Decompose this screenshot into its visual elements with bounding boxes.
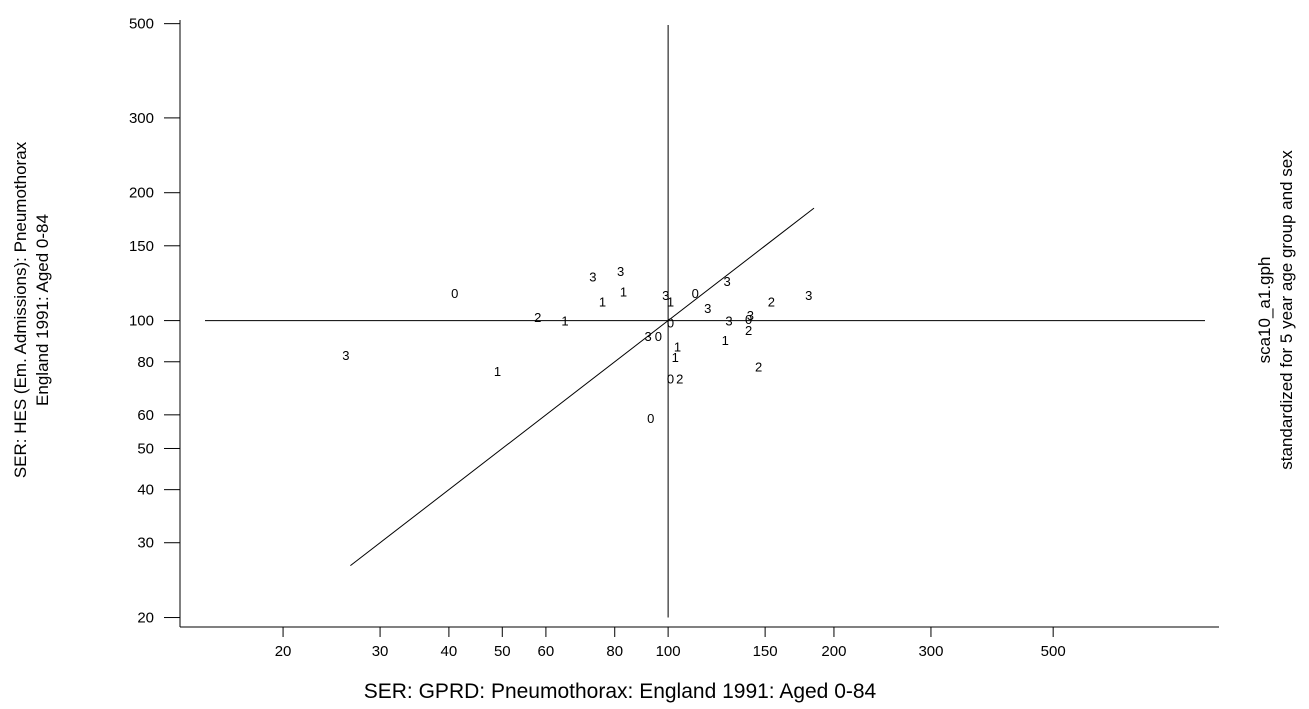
data-point-label: 3 <box>645 329 652 344</box>
y-tick-label: 30 <box>137 535 154 552</box>
data-point-label: 1 <box>599 294 606 309</box>
data-point-label: 1 <box>561 314 568 329</box>
y-tick-label: 300 <box>129 110 154 127</box>
x-tick-label: 80 <box>606 643 623 660</box>
data-point-label: 3 <box>662 288 669 303</box>
y-axis-title-line-1: SER: HES (Em. Admissions): Pneumothorax <box>11 141 30 478</box>
data-point-label: 0 <box>667 372 674 387</box>
data-point-label: 0 <box>655 329 662 344</box>
data-point-label: 3 <box>724 274 731 289</box>
data-point-label: 0 <box>647 411 654 426</box>
data-point-label: 0 <box>667 315 674 330</box>
data-point-label: 3 <box>704 301 711 316</box>
data-point-label: 2 <box>676 372 683 387</box>
y-tick-label: 150 <box>129 238 154 255</box>
data-point-label: 1 <box>667 294 674 309</box>
data-point-label: 3 <box>725 314 732 329</box>
data-point-label: 3 <box>747 308 754 323</box>
x-tick-label: 20 <box>275 643 292 660</box>
y-tick-label: 100 <box>129 313 154 330</box>
y-axis-title-line-2: England 1991: Aged 0-84 <box>33 214 52 406</box>
x-tick-label: 40 <box>441 643 458 660</box>
y-tick-label: 60 <box>137 407 154 424</box>
x-axis-title: SER: GPRD: Pneumothorax: England 1991: A… <box>364 680 877 703</box>
data-point-label: 0 <box>451 286 458 301</box>
y-axis-ticks: 20 30 40 50 60 80 100 150 200 300 500 <box>129 16 180 627</box>
graph-file-label: sca10_a1.gph <box>1255 257 1274 364</box>
data-point-label: 1 <box>722 333 729 348</box>
x-tick-label: 60 <box>538 643 555 660</box>
y-tick-label: 50 <box>137 440 154 457</box>
identity-line <box>350 207 815 567</box>
data-point-label: 2 <box>768 294 775 309</box>
x-axis-ticks: 20 30 40 50 60 80 100 150 200 300 500 <box>275 627 1066 660</box>
x-tick-label: 100 <box>656 643 681 660</box>
x-tick-label: 300 <box>918 643 943 660</box>
standardization-note: standardized for 5 year age group and se… <box>1277 150 1296 470</box>
data-point-label: 0 <box>745 312 752 327</box>
x-tick-label: 50 <box>494 643 511 660</box>
x-tick-label: 150 <box>753 643 778 660</box>
plot-area <box>205 25 1205 618</box>
data-point-label: 3 <box>617 264 624 279</box>
data-point-label: 1 <box>620 285 627 300</box>
data-point-label: 1 <box>674 339 681 354</box>
y-tick-label: 500 <box>129 16 154 33</box>
data-point-label: 2 <box>534 310 541 325</box>
y-tick-label: 40 <box>137 482 154 499</box>
x-tick-label: 30 <box>372 643 389 660</box>
data-point-label: 3 <box>805 288 812 303</box>
data-point-label: 1 <box>494 364 501 379</box>
x-tick-label: 200 <box>821 643 846 660</box>
data-point-label: 3 <box>342 348 349 363</box>
y-tick-label: 80 <box>137 354 154 371</box>
data-point-label: 2 <box>745 323 752 338</box>
data-point-label: 1 <box>672 350 679 365</box>
y-tick-label: 200 <box>129 185 154 202</box>
y-tick-label: 20 <box>137 610 154 627</box>
data-point-label: 0 <box>692 286 699 301</box>
x-tick-label: 500 <box>1041 643 1066 660</box>
data-point-label: 2 <box>755 359 762 374</box>
data-point-label: 3 <box>589 269 596 284</box>
